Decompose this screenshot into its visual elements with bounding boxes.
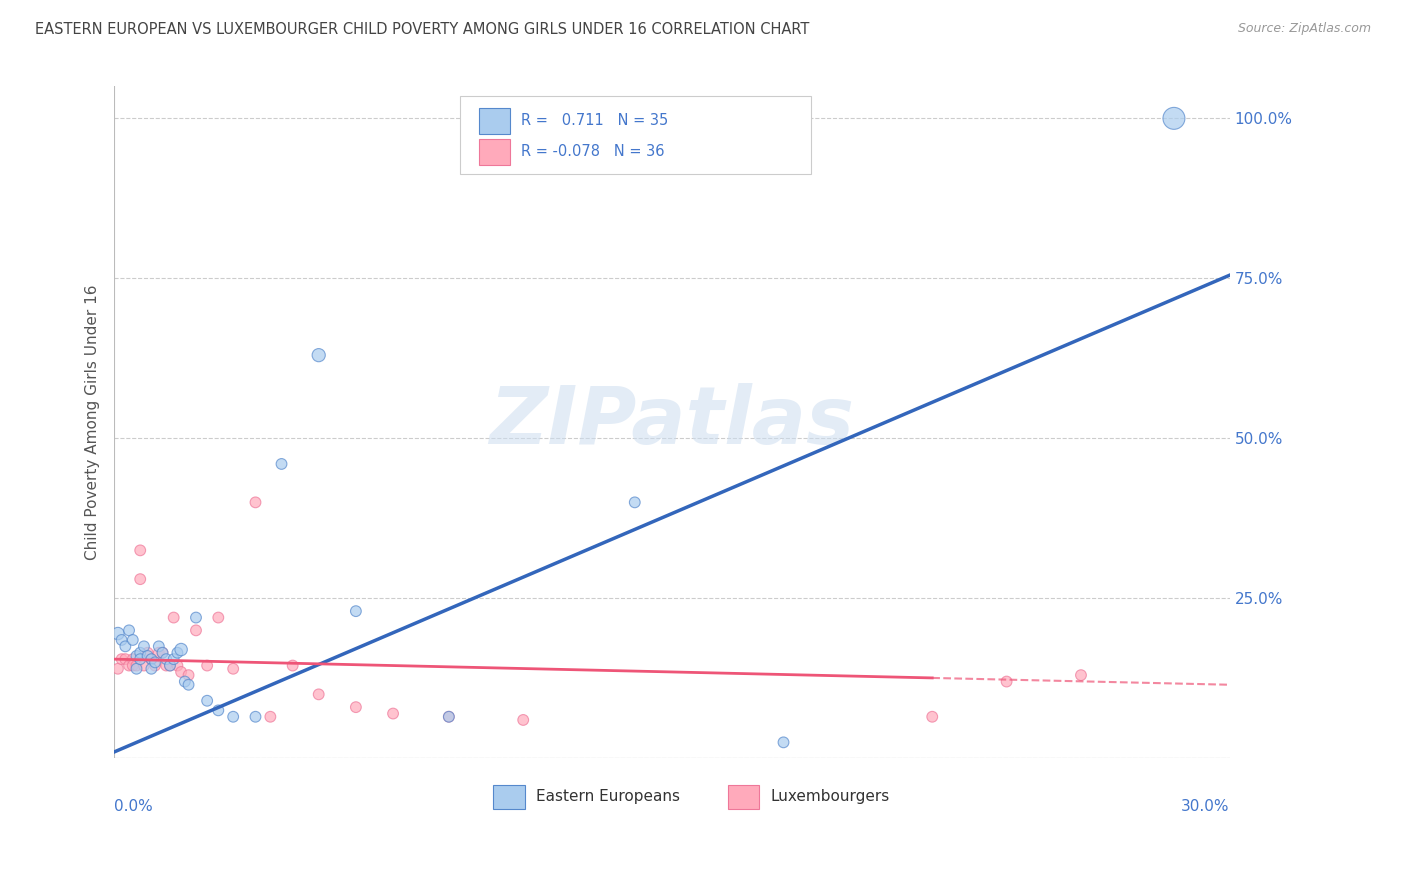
Bar	[728, 785, 759, 809]
Point	[132, 658, 155, 673]
Point	[125, 662, 148, 676]
Point	[152, 646, 174, 660]
Point	[1163, 112, 1185, 126]
Point	[121, 632, 143, 647]
Y-axis label: Child Poverty Among Girls Under 16: Child Poverty Among Girls Under 16	[86, 285, 100, 560]
Point	[163, 652, 186, 666]
Point	[143, 656, 166, 670]
Point	[344, 700, 367, 714]
Point	[129, 652, 152, 666]
Point	[155, 652, 177, 666]
Point	[308, 348, 330, 362]
Point	[129, 646, 152, 660]
Point	[623, 495, 645, 509]
Point	[118, 624, 141, 638]
Text: 30.0%: 30.0%	[1181, 798, 1230, 814]
Point	[344, 604, 367, 618]
Point	[136, 646, 159, 660]
Bar	[494, 785, 524, 809]
Point	[148, 646, 170, 660]
Point	[111, 632, 134, 647]
Point	[111, 652, 134, 666]
Point	[148, 640, 170, 654]
Point	[245, 710, 267, 724]
Point	[170, 665, 193, 679]
Point	[222, 662, 245, 676]
Point	[207, 703, 229, 717]
Point	[437, 710, 460, 724]
Point	[141, 652, 163, 666]
Bar	[479, 139, 510, 165]
Text: ZIPatlas: ZIPatlas	[489, 384, 855, 461]
Point	[163, 610, 186, 624]
Point	[118, 658, 141, 673]
Point	[107, 662, 129, 676]
Point	[177, 678, 200, 692]
Point	[125, 648, 148, 663]
Point	[152, 646, 174, 660]
Text: Eastern Europeans: Eastern Europeans	[536, 789, 681, 805]
Point	[114, 652, 136, 666]
Point	[195, 658, 218, 673]
Point	[107, 626, 129, 640]
Point	[159, 658, 181, 673]
Point	[259, 710, 281, 724]
Point	[159, 658, 181, 673]
Point	[170, 642, 193, 657]
Point	[129, 543, 152, 558]
Point	[207, 610, 229, 624]
Point	[437, 710, 460, 724]
Text: Source: ZipAtlas.com: Source: ZipAtlas.com	[1237, 22, 1371, 36]
Point	[125, 658, 148, 673]
Text: R = -0.078   N = 36: R = -0.078 N = 36	[522, 145, 665, 160]
Point	[173, 674, 195, 689]
Point	[772, 735, 794, 749]
Point	[995, 674, 1018, 689]
Text: EASTERN EUROPEAN VS LUXEMBOURGER CHILD POVERTY AMONG GIRLS UNDER 16 CORRELATION : EASTERN EUROPEAN VS LUXEMBOURGER CHILD P…	[35, 22, 810, 37]
Text: R =   0.711   N = 35: R = 0.711 N = 35	[522, 113, 669, 128]
FancyBboxPatch shape	[460, 96, 811, 174]
Point	[166, 646, 188, 660]
Point	[141, 662, 163, 676]
Point	[166, 658, 188, 673]
Point	[921, 710, 943, 724]
Bar	[479, 108, 510, 134]
Point	[184, 610, 207, 624]
Point	[382, 706, 405, 721]
Point	[1070, 668, 1092, 682]
Point	[114, 640, 136, 654]
Point	[281, 658, 304, 673]
Point	[195, 694, 218, 708]
Point	[270, 457, 292, 471]
Point	[132, 640, 155, 654]
Point	[308, 687, 330, 701]
Point	[512, 713, 534, 727]
Point	[141, 652, 163, 666]
Point	[143, 658, 166, 673]
Point	[121, 658, 143, 673]
Text: Luxembourgers: Luxembourgers	[770, 789, 890, 805]
Point	[184, 624, 207, 638]
Point	[177, 668, 200, 682]
Point	[136, 648, 159, 663]
Point	[129, 572, 152, 586]
Point	[222, 710, 245, 724]
Point	[155, 658, 177, 673]
Text: 0.0%: 0.0%	[114, 798, 153, 814]
Point	[121, 652, 143, 666]
Point	[245, 495, 267, 509]
